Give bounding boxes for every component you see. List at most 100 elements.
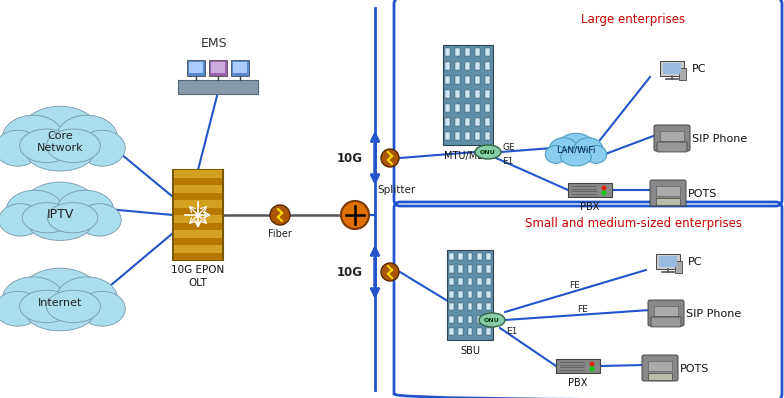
Ellipse shape — [475, 145, 501, 159]
Ellipse shape — [549, 138, 578, 161]
FancyBboxPatch shape — [477, 265, 481, 273]
FancyBboxPatch shape — [456, 90, 460, 98]
FancyBboxPatch shape — [449, 265, 454, 273]
FancyBboxPatch shape — [449, 316, 454, 323]
FancyBboxPatch shape — [476, 90, 481, 98]
FancyBboxPatch shape — [485, 62, 491, 70]
FancyBboxPatch shape — [174, 200, 222, 207]
FancyBboxPatch shape — [468, 303, 472, 310]
FancyBboxPatch shape — [466, 48, 470, 56]
Ellipse shape — [46, 290, 100, 323]
FancyBboxPatch shape — [476, 48, 481, 56]
FancyBboxPatch shape — [656, 186, 680, 196]
FancyBboxPatch shape — [445, 76, 451, 84]
FancyBboxPatch shape — [477, 278, 481, 285]
Text: 10G: 10G — [337, 152, 363, 164]
FancyBboxPatch shape — [485, 76, 491, 84]
Text: PBX: PBX — [580, 202, 600, 212]
Ellipse shape — [56, 190, 114, 231]
FancyBboxPatch shape — [209, 60, 227, 76]
Text: EMS: EMS — [201, 37, 227, 50]
FancyBboxPatch shape — [675, 261, 681, 273]
FancyBboxPatch shape — [556, 359, 600, 373]
FancyBboxPatch shape — [486, 303, 491, 310]
Circle shape — [381, 149, 399, 167]
Text: ONU: ONU — [480, 150, 495, 154]
Ellipse shape — [561, 148, 591, 166]
Text: Core
Network: Core Network — [37, 131, 83, 153]
Ellipse shape — [47, 203, 98, 233]
Text: POTS: POTS — [688, 189, 717, 199]
FancyBboxPatch shape — [174, 215, 222, 222]
FancyBboxPatch shape — [456, 132, 460, 140]
FancyBboxPatch shape — [445, 48, 451, 56]
FancyBboxPatch shape — [456, 62, 460, 70]
FancyBboxPatch shape — [656, 254, 680, 269]
FancyBboxPatch shape — [466, 132, 470, 140]
Ellipse shape — [546, 145, 566, 163]
Ellipse shape — [56, 115, 118, 161]
FancyBboxPatch shape — [466, 76, 470, 84]
FancyBboxPatch shape — [231, 60, 249, 76]
Ellipse shape — [574, 138, 603, 161]
FancyBboxPatch shape — [445, 118, 451, 126]
FancyBboxPatch shape — [445, 132, 451, 140]
Text: MTU/MDU: MTU/MDU — [444, 151, 492, 161]
Text: E1: E1 — [502, 158, 514, 166]
FancyBboxPatch shape — [459, 265, 463, 273]
FancyBboxPatch shape — [443, 45, 493, 145]
FancyBboxPatch shape — [445, 90, 451, 98]
FancyBboxPatch shape — [486, 316, 491, 323]
Circle shape — [590, 367, 594, 371]
FancyBboxPatch shape — [485, 90, 491, 98]
FancyBboxPatch shape — [447, 250, 493, 340]
FancyBboxPatch shape — [654, 125, 690, 151]
FancyBboxPatch shape — [174, 230, 222, 238]
FancyBboxPatch shape — [476, 132, 481, 140]
FancyBboxPatch shape — [656, 198, 680, 205]
FancyBboxPatch shape — [485, 132, 491, 140]
Text: POTS: POTS — [680, 364, 710, 374]
FancyBboxPatch shape — [485, 104, 491, 112]
FancyBboxPatch shape — [456, 118, 460, 126]
Text: 10G: 10G — [337, 265, 363, 279]
FancyBboxPatch shape — [174, 170, 222, 178]
Text: SIP Phone: SIP Phone — [686, 309, 741, 319]
Ellipse shape — [586, 145, 607, 163]
Ellipse shape — [479, 313, 505, 327]
FancyBboxPatch shape — [178, 80, 258, 94]
FancyBboxPatch shape — [449, 328, 454, 336]
Ellipse shape — [0, 204, 42, 236]
FancyBboxPatch shape — [466, 90, 470, 98]
Ellipse shape — [27, 296, 93, 331]
Text: SIP Phone: SIP Phone — [692, 134, 747, 144]
Ellipse shape — [557, 133, 595, 163]
FancyBboxPatch shape — [486, 265, 491, 273]
Ellipse shape — [79, 130, 125, 166]
FancyBboxPatch shape — [459, 303, 463, 310]
FancyBboxPatch shape — [459, 316, 463, 323]
FancyBboxPatch shape — [659, 256, 677, 267]
Text: Small and medium-sized enterprises: Small and medium-sized enterprises — [524, 217, 742, 230]
Ellipse shape — [22, 182, 98, 234]
FancyBboxPatch shape — [657, 142, 687, 152]
Text: Large enterprises: Large enterprises — [581, 14, 685, 27]
FancyBboxPatch shape — [477, 291, 481, 298]
FancyBboxPatch shape — [476, 104, 481, 112]
FancyBboxPatch shape — [477, 303, 481, 310]
FancyBboxPatch shape — [468, 316, 472, 323]
Ellipse shape — [2, 115, 64, 161]
Ellipse shape — [0, 291, 41, 326]
FancyBboxPatch shape — [174, 245, 222, 252]
FancyBboxPatch shape — [466, 104, 470, 112]
FancyBboxPatch shape — [679, 68, 685, 80]
Text: ONU: ONU — [485, 318, 500, 322]
FancyBboxPatch shape — [476, 118, 481, 126]
Text: FE: FE — [570, 281, 580, 289]
Ellipse shape — [78, 204, 122, 236]
FancyBboxPatch shape — [662, 62, 681, 74]
FancyBboxPatch shape — [459, 291, 463, 298]
FancyBboxPatch shape — [651, 317, 681, 327]
Ellipse shape — [56, 277, 118, 321]
FancyBboxPatch shape — [660, 61, 684, 76]
